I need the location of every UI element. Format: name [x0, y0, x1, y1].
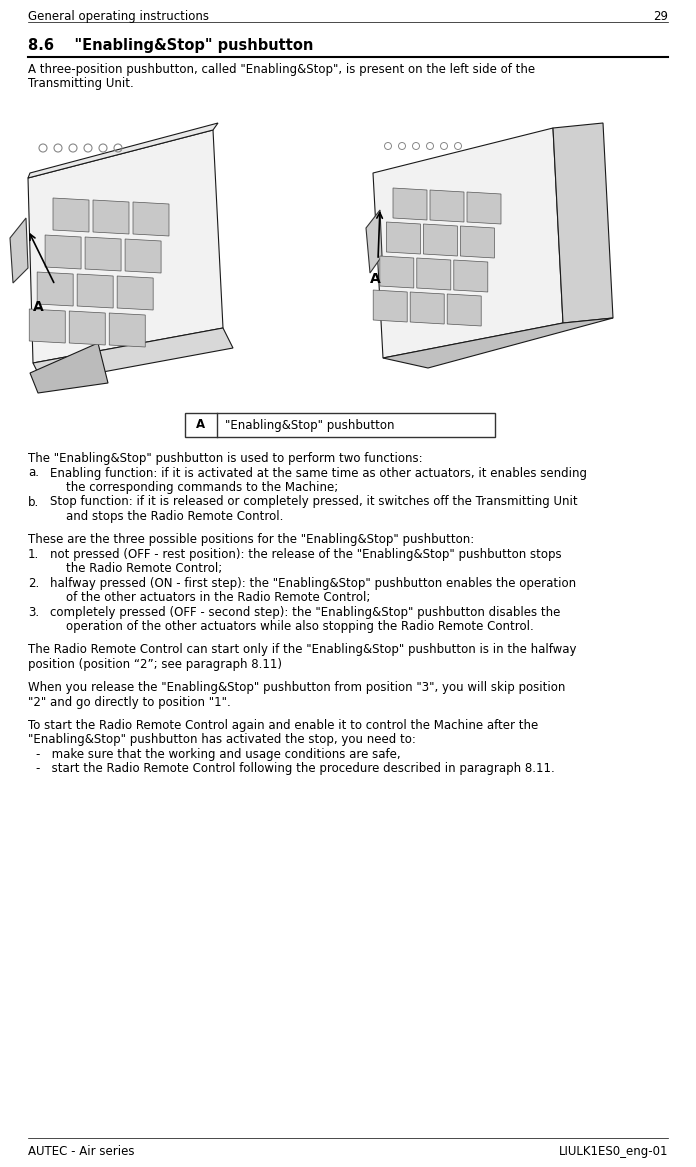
Polygon shape [460, 226, 494, 258]
Text: operation of the other actuators while also stopping the Radio Remote Control.: operation of the other actuators while a… [66, 620, 534, 634]
Text: A: A [370, 272, 381, 286]
Text: 1.: 1. [28, 547, 39, 560]
Text: A: A [33, 300, 43, 314]
Polygon shape [69, 310, 105, 345]
Text: These are the three possible positions for the "Enabling&Stop" pushbutton:: These are the three possible positions f… [28, 533, 474, 546]
Polygon shape [53, 198, 89, 232]
Text: "2" and go directly to position "1".: "2" and go directly to position "1". [28, 696, 231, 708]
Polygon shape [28, 130, 223, 363]
Text: Stop function: if it is released or completely pressed, it switches off the Tran: Stop function: if it is released or comp… [50, 496, 578, 509]
Text: Enabling function: if it is activated at the same time as other actuators, it en: Enabling function: if it is activated at… [50, 467, 587, 480]
Text: and stops the Radio Remote Control.: and stops the Radio Remote Control. [66, 510, 283, 523]
Polygon shape [380, 256, 414, 288]
Text: position (position “2”; see paragraph 8.11): position (position “2”; see paragraph 8.… [28, 658, 282, 671]
Text: 3.: 3. [28, 606, 39, 619]
Text: "Enabling&Stop" pushbutton has activated the stop, you need to:: "Enabling&Stop" pushbutton has activated… [28, 733, 416, 747]
Text: not pressed (OFF - rest position): the release of the "Enabling&Stop" pushbutton: not pressed (OFF - rest position): the r… [50, 547, 562, 560]
Polygon shape [448, 294, 481, 326]
Text: To start the Radio Remote Control again and enable it to control the Machine aft: To start the Radio Remote Control again … [28, 719, 538, 732]
Polygon shape [383, 317, 613, 368]
Polygon shape [373, 128, 563, 358]
Text: a.: a. [28, 467, 39, 480]
Polygon shape [393, 188, 427, 221]
Text: 2.: 2. [28, 576, 39, 589]
Text: -   start the Radio Remote Control following the procedure described in paragrap: - start the Radio Remote Control followi… [36, 762, 555, 775]
Polygon shape [467, 193, 501, 224]
Text: 8.6    "Enabling&Stop" pushbutton: 8.6 "Enabling&Stop" pushbutton [28, 39, 313, 53]
Text: A three-position pushbutton, called "Enabling&Stop", is present on the left side: A three-position pushbutton, called "Ena… [28, 63, 535, 76]
Polygon shape [125, 239, 161, 273]
Polygon shape [93, 200, 129, 235]
Text: b.: b. [28, 496, 39, 509]
Polygon shape [30, 343, 108, 393]
Polygon shape [117, 277, 153, 310]
Text: of the other actuators in the Radio Remote Control;: of the other actuators in the Radio Remo… [66, 592, 370, 605]
Polygon shape [423, 224, 457, 256]
Polygon shape [417, 258, 451, 291]
Text: Transmitting Unit.: Transmitting Unit. [28, 77, 134, 91]
Text: A: A [196, 419, 205, 432]
Polygon shape [410, 292, 444, 324]
Polygon shape [366, 210, 382, 273]
Polygon shape [373, 291, 407, 322]
Text: AUTEC - Air series: AUTEC - Air series [28, 1145, 134, 1158]
Text: the corresponding commands to the Machine;: the corresponding commands to the Machin… [66, 481, 338, 494]
Text: When you release the "Enabling&Stop" pushbutton from position "3", you will skip: When you release the "Enabling&Stop" pus… [28, 682, 565, 694]
Text: "Enabling&Stop" pushbutton: "Enabling&Stop" pushbutton [225, 419, 395, 432]
Bar [185, 413, 495, 436]
Polygon shape [430, 190, 464, 222]
Polygon shape [85, 237, 121, 271]
Text: The Radio Remote Control can start only if the "Enabling&Stop" pushbutton is in : The Radio Remote Control can start only … [28, 643, 576, 656]
Polygon shape [553, 123, 613, 323]
Text: halfway pressed (ON - first step): the "Enabling&Stop" pushbutton enables the op: halfway pressed (ON - first step): the "… [50, 576, 576, 589]
Polygon shape [386, 222, 420, 254]
Polygon shape [37, 272, 73, 306]
Text: the Radio Remote Control;: the Radio Remote Control; [66, 562, 222, 575]
Polygon shape [45, 235, 81, 270]
Text: -   make sure that the working and usage conditions are safe,: - make sure that the working and usage c… [36, 748, 401, 761]
Polygon shape [29, 309, 65, 343]
Polygon shape [133, 202, 169, 236]
Polygon shape [77, 274, 113, 308]
Polygon shape [454, 260, 488, 292]
Polygon shape [10, 218, 28, 284]
Text: completely pressed (OFF - second step): the "Enabling&Stop" pushbutton disables : completely pressed (OFF - second step): … [50, 606, 560, 619]
Polygon shape [33, 328, 233, 383]
Polygon shape [109, 313, 145, 347]
Text: General operating instructions: General operating instructions [28, 11, 209, 23]
Text: 29: 29 [653, 11, 668, 23]
Text: The "Enabling&Stop" pushbutton is used to perform two functions:: The "Enabling&Stop" pushbutton is used t… [28, 452, 422, 464]
Polygon shape [28, 123, 218, 179]
Text: LIULK1ES0_eng-01: LIULK1ES0_eng-01 [558, 1145, 668, 1158]
